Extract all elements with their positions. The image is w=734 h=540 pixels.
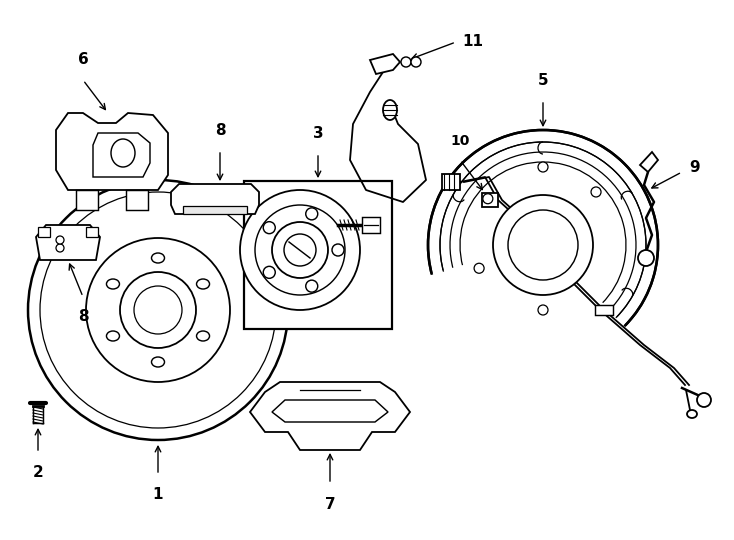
Circle shape bbox=[538, 305, 548, 315]
Circle shape bbox=[332, 244, 344, 256]
Ellipse shape bbox=[106, 279, 120, 289]
Bar bbox=[595, 305, 613, 315]
Circle shape bbox=[264, 266, 275, 278]
Polygon shape bbox=[250, 382, 410, 450]
Bar bbox=[362, 217, 380, 233]
Bar bbox=[244, 181, 392, 329]
Text: 2: 2 bbox=[32, 465, 43, 480]
Circle shape bbox=[272, 222, 328, 278]
Circle shape bbox=[264, 221, 275, 234]
Circle shape bbox=[591, 187, 601, 197]
Ellipse shape bbox=[111, 139, 135, 167]
Wedge shape bbox=[443, 245, 617, 349]
Text: 8: 8 bbox=[214, 123, 225, 138]
Ellipse shape bbox=[197, 331, 209, 341]
Polygon shape bbox=[93, 133, 150, 177]
Wedge shape bbox=[462, 245, 603, 329]
Circle shape bbox=[411, 57, 421, 67]
Circle shape bbox=[56, 236, 64, 244]
Circle shape bbox=[474, 264, 484, 273]
Circle shape bbox=[120, 272, 196, 348]
Polygon shape bbox=[640, 152, 658, 172]
Polygon shape bbox=[370, 54, 400, 74]
Text: 6: 6 bbox=[78, 52, 88, 67]
Wedge shape bbox=[427, 245, 628, 365]
Polygon shape bbox=[171, 184, 259, 214]
Ellipse shape bbox=[151, 357, 164, 367]
Ellipse shape bbox=[106, 331, 120, 341]
Bar bbox=[76, 190, 98, 210]
Polygon shape bbox=[56, 113, 168, 190]
Ellipse shape bbox=[687, 410, 697, 418]
Circle shape bbox=[56, 244, 64, 252]
Circle shape bbox=[508, 210, 578, 280]
Circle shape bbox=[284, 234, 316, 266]
Text: 1: 1 bbox=[153, 487, 163, 502]
Bar bbox=[38, 227, 50, 237]
Text: 9: 9 bbox=[690, 160, 700, 176]
Polygon shape bbox=[272, 400, 388, 422]
Text: 5: 5 bbox=[538, 73, 548, 88]
Circle shape bbox=[493, 195, 593, 295]
Circle shape bbox=[638, 250, 654, 266]
Text: 4: 4 bbox=[367, 279, 377, 294]
Circle shape bbox=[306, 208, 318, 220]
Text: 11: 11 bbox=[462, 35, 484, 50]
Bar bbox=[126, 190, 148, 210]
Wedge shape bbox=[452, 245, 609, 339]
Bar bbox=[442, 174, 460, 190]
Text: 8: 8 bbox=[78, 309, 88, 324]
Text: 7: 7 bbox=[324, 497, 335, 512]
Text: 3: 3 bbox=[313, 126, 323, 141]
Circle shape bbox=[240, 190, 360, 310]
Circle shape bbox=[697, 393, 711, 407]
Polygon shape bbox=[36, 225, 100, 260]
Circle shape bbox=[428, 130, 658, 360]
Circle shape bbox=[306, 280, 318, 292]
Circle shape bbox=[28, 180, 288, 440]
Circle shape bbox=[538, 162, 548, 172]
Circle shape bbox=[483, 194, 493, 204]
Polygon shape bbox=[183, 206, 247, 214]
Ellipse shape bbox=[151, 253, 164, 263]
Bar bbox=[482, 193, 498, 207]
Circle shape bbox=[401, 57, 411, 67]
Bar bbox=[86, 227, 98, 237]
Ellipse shape bbox=[383, 100, 397, 120]
Text: 10: 10 bbox=[451, 134, 470, 148]
Ellipse shape bbox=[197, 279, 209, 289]
